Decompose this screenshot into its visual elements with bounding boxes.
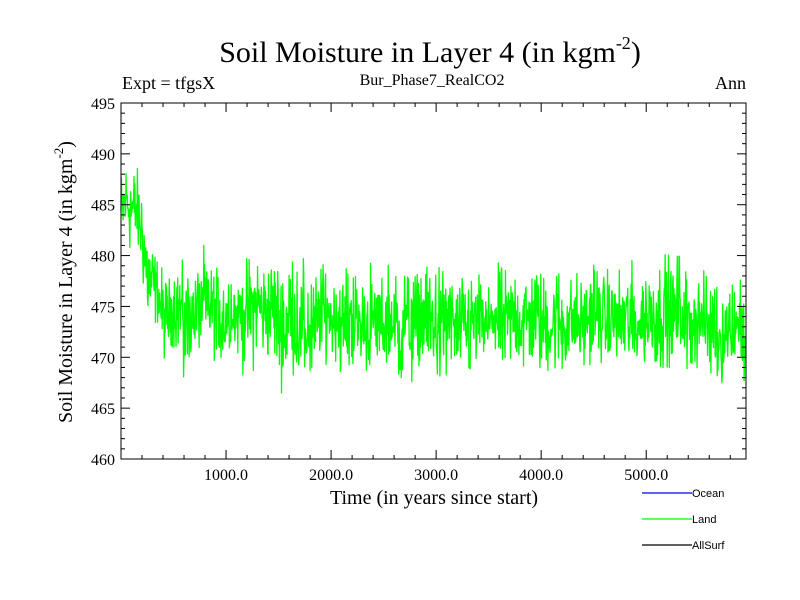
legend-label-allsurf: AllSurf — [692, 540, 725, 552]
chart-title-suffix: ) — [631, 36, 641, 69]
y-axis-label: Soil Moisture in Layer 4 (in kgm-2) — [51, 141, 77, 423]
period-label: Ann — [715, 73, 746, 93]
x-tick-label: 2000.0 — [309, 467, 353, 484]
x-axis-label: Time (in years since start) — [330, 487, 538, 509]
legend-label-ocean: Ocean — [692, 488, 724, 500]
y-tick-label: 495 — [91, 96, 115, 113]
y-axis-label-suffix: ) — [55, 141, 77, 148]
x-tick-label: 1000.0 — [204, 467, 248, 484]
y-tick-label: 465 — [91, 401, 115, 418]
y-tick-label: 490 — [91, 147, 115, 164]
chart-title-superscript: -2 — [616, 33, 631, 53]
x-tick-label: 4000.0 — [519, 467, 563, 484]
experiment-label: Expt = tfgsX — [122, 73, 215, 93]
y-tick-label: 470 — [91, 350, 115, 367]
plot-frame — [120, 102, 747, 460]
legend-label-land: Land — [692, 514, 716, 526]
run-label: Bur_Phase7_RealCO2 — [360, 72, 505, 89]
x-tick-label: 5000.0 — [624, 467, 668, 484]
chart-title: Soil Moisture in Layer 4 (in kgm-2) — [219, 33, 641, 69]
series-line-land — [120, 167, 747, 394]
y-axis-label-superscript: -2 — [51, 148, 66, 159]
x-tick-label: 3000.0 — [414, 467, 458, 484]
y-tick-label: 485 — [91, 198, 115, 215]
y-tick-label: 480 — [91, 249, 115, 266]
y-tick-label: 460 — [91, 452, 115, 469]
y-tick-label: 475 — [91, 299, 115, 316]
